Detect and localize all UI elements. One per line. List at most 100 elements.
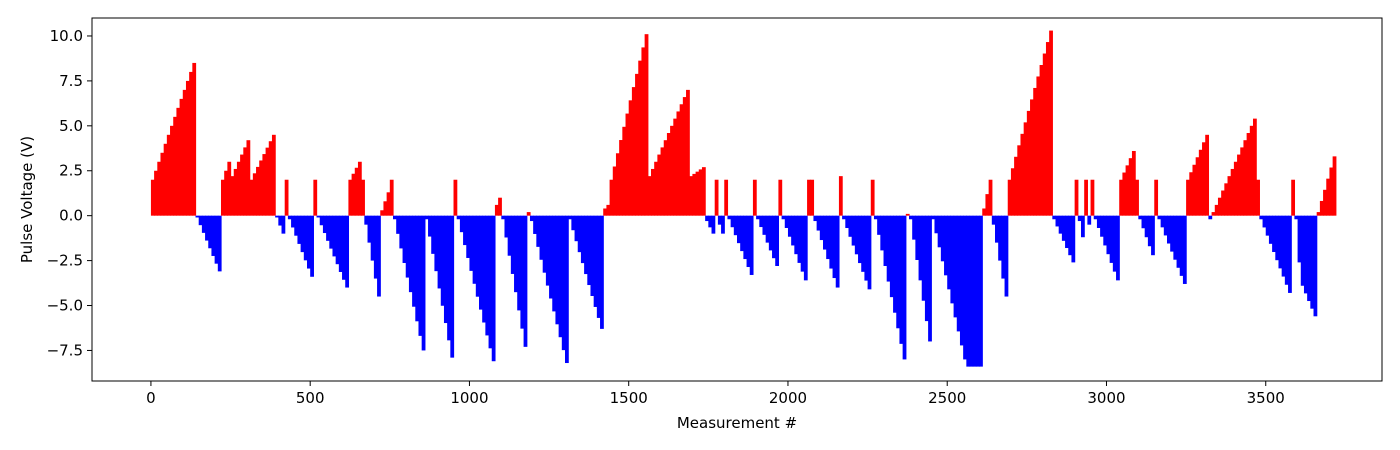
bar-179 — [721, 215, 725, 234]
bar-44 — [291, 215, 295, 228]
bar-119 — [529, 215, 534, 222]
x-tick-label: 3500 — [1247, 389, 1285, 407]
bar-64 — [354, 167, 359, 216]
bar-297 — [1096, 215, 1101, 228]
bar-167 — [682, 97, 687, 216]
bar-153 — [638, 60, 643, 216]
bar-164 — [673, 118, 678, 216]
bar-262 — [985, 194, 990, 216]
bar-219 — [848, 215, 853, 237]
bar-56 — [329, 215, 334, 249]
bar-269 — [1007, 179, 1012, 216]
bar-347 — [1256, 179, 1260, 216]
bar-361 — [1300, 215, 1305, 286]
bar-114 — [514, 215, 518, 293]
bar-338 — [1227, 176, 1232, 216]
bar-287 — [1065, 215, 1069, 249]
bar-33 — [256, 166, 260, 216]
bar-241 — [918, 215, 923, 281]
bar-250 — [947, 215, 952, 290]
bar-146 — [615, 153, 620, 216]
bar-53 — [319, 215, 324, 226]
bar-17 — [205, 215, 209, 241]
bar-282 — [1049, 30, 1053, 216]
bar-36 — [265, 147, 270, 216]
bar-329 — [1198, 149, 1203, 216]
bar-series — [150, 30, 1337, 367]
bar-184 — [737, 215, 741, 244]
bar-311 — [1141, 215, 1146, 229]
bar-268 — [1004, 215, 1009, 297]
bar-220 — [851, 215, 856, 246]
bar-242 — [921, 215, 926, 301]
bar-177 — [714, 179, 719, 216]
bar-151 — [631, 87, 636, 216]
bar-336 — [1221, 190, 1225, 216]
bar-349 — [1262, 215, 1267, 228]
bar-333 — [1211, 212, 1216, 216]
bar-41 — [281, 215, 286, 234]
bar-206 — [807, 179, 811, 216]
bar-314 — [1151, 215, 1155, 256]
bar-235 — [899, 215, 904, 344]
bar-243 — [924, 215, 929, 322]
bar-126 — [552, 215, 557, 312]
bar-43 — [287, 215, 292, 220]
bar-156 — [647, 176, 652, 216]
bar-343 — [1243, 140, 1248, 216]
bar-117 — [523, 215, 528, 347]
bar-111 — [504, 215, 509, 238]
bar-298 — [1100, 215, 1104, 237]
bar-11 — [185, 80, 190, 216]
bar-230 — [883, 215, 888, 266]
y-tick-label: 7.5 — [59, 72, 83, 90]
bar-42 — [284, 179, 289, 216]
bar-246 — [934, 215, 939, 234]
bar-275 — [1026, 110, 1031, 216]
bar-12 — [189, 71, 193, 216]
bar-65 — [357, 161, 362, 216]
bar-87 — [428, 215, 432, 237]
bar-350 — [1265, 215, 1270, 236]
bar-341 — [1237, 154, 1241, 216]
bar-73 — [383, 201, 388, 216]
bar-128 — [558, 215, 563, 338]
bar-109 — [498, 197, 502, 216]
bar-279 — [1039, 65, 1044, 216]
bar-261 — [982, 208, 987, 216]
bar-332 — [1208, 215, 1213, 220]
bar-322 — [1176, 215, 1181, 268]
bar-337 — [1224, 183, 1229, 216]
bar-213 — [829, 215, 834, 269]
bar-67 — [364, 215, 369, 225]
bar-325 — [1186, 179, 1190, 216]
bar-21 — [217, 215, 222, 272]
bar-276 — [1030, 99, 1034, 216]
bar-39 — [275, 215, 279, 218]
bar-134 — [577, 215, 582, 253]
bar-182 — [730, 215, 735, 228]
bar-190 — [756, 215, 760, 220]
y-axis-label: Pulse Voltage (V) — [18, 136, 36, 263]
bar-121 — [536, 215, 541, 247]
bar-181 — [727, 215, 732, 220]
bar-251 — [950, 215, 955, 304]
bar-188 — [749, 215, 754, 275]
bar-315 — [1154, 179, 1159, 216]
bar-303 — [1116, 215, 1120, 281]
bar-300 — [1106, 215, 1111, 255]
bar-89 — [434, 215, 439, 272]
bar-174 — [705, 215, 709, 222]
bar-147 — [619, 140, 623, 216]
x-axis-ticks: 0 500 1000 1500 2000 2500 3000 3500 — [146, 381, 1285, 407]
bar-271 — [1014, 156, 1018, 216]
bar-225 — [867, 215, 872, 290]
bar-368 — [1323, 189, 1327, 216]
bar-267 — [1001, 215, 1006, 279]
bar-294 — [1087, 215, 1092, 225]
bar-28 — [240, 154, 244, 216]
bar-180 — [724, 179, 729, 216]
bar-363 — [1307, 215, 1311, 302]
bar-236 — [902, 215, 907, 360]
bar-24 — [227, 161, 232, 216]
